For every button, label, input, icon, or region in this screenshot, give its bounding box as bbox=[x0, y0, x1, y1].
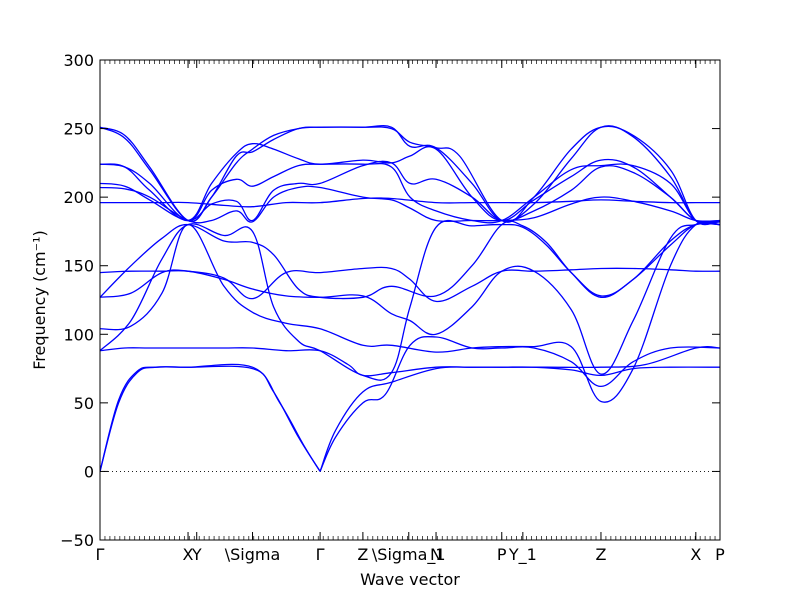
band-line-2 bbox=[100, 365, 321, 472]
band-line-10 bbox=[100, 219, 720, 381]
band-line-4 bbox=[319, 335, 720, 472]
y-tick-label: 100 bbox=[63, 325, 94, 344]
x-tick-label: \Sigma bbox=[225, 545, 281, 564]
x-tick-label: Z bbox=[357, 545, 368, 564]
high-symmetry-ticks: Γ XY \Sigma Γ Z \Sigma_1N P Y_1 Z X P bbox=[96, 60, 725, 565]
x-axis-label: Wave vector bbox=[360, 570, 460, 589]
x-tick-label: \Sigma_1 bbox=[372, 545, 446, 565]
x-tick-label: P bbox=[715, 545, 725, 564]
x-tick-label: Y bbox=[191, 545, 202, 564]
x-tick-label: Z bbox=[595, 545, 606, 564]
minor-ticks bbox=[99, 60, 721, 540]
band-line-17 bbox=[100, 197, 720, 208]
y-axis-ticks: −50 0 50 100 150 200 250 300 bbox=[60, 51, 720, 550]
x-tick-label: N bbox=[430, 545, 442, 564]
y-axis-label: Frequency (cm⁻¹) bbox=[30, 230, 49, 369]
x-tick-label: Y_1 bbox=[508, 545, 537, 565]
x-tick-label: X bbox=[183, 545, 194, 564]
band-line-11 bbox=[100, 185, 720, 224]
x-tick-label: X bbox=[690, 545, 701, 564]
phonon-bands bbox=[100, 125, 720, 472]
x-tick-label: Γ bbox=[96, 545, 105, 564]
band-line-13 bbox=[100, 162, 720, 225]
y-tick-label: 150 bbox=[63, 257, 94, 276]
x-tick-label: P bbox=[497, 545, 507, 564]
band-line-14 bbox=[100, 142, 720, 224]
band-line-7 bbox=[100, 222, 720, 375]
y-tick-label: 50 bbox=[74, 394, 94, 413]
band-line-8 bbox=[100, 266, 720, 303]
x-tick-label: Γ bbox=[316, 545, 325, 564]
plot-frame bbox=[99, 59, 721, 541]
y-tick-label: 300 bbox=[63, 51, 94, 70]
band-line-16 bbox=[100, 125, 720, 225]
y-tick-label: −50 bbox=[60, 531, 94, 550]
y-tick-label: 200 bbox=[63, 188, 94, 207]
y-tick-label: 0 bbox=[84, 462, 94, 481]
y-tick-label: 250 bbox=[63, 120, 94, 139]
